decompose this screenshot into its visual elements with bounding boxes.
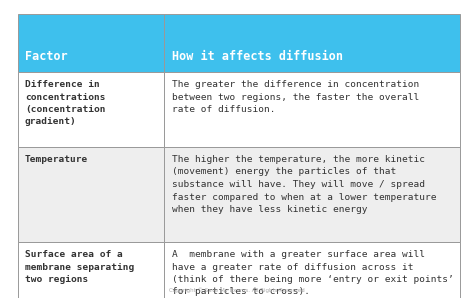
Bar (18, 14, 164, 72)
Bar (164, 72, 460, 147)
Bar (18, 147, 164, 242)
Bar (18, 242, 164, 298)
Bar (164, 147, 460, 242)
Text: A  membrane with a greater surface area will
have a greater rate of diffusion ac: A membrane with a greater surface area w… (172, 250, 454, 297)
Bar (18, 72, 164, 147)
Text: The higher the temperature, the more kinetic
(movement) energy the particles of : The higher the temperature, the more kin… (172, 155, 437, 214)
Text: Temperature: Temperature (25, 155, 88, 164)
Bar (164, 14, 460, 72)
Text: How it affects diffusion: How it affects diffusion (172, 50, 343, 63)
Text: Factor: Factor (25, 50, 68, 63)
Text: Difference in
concentrations
(concentration
gradient): Difference in concentrations (concentrat… (25, 80, 106, 126)
Text: Surface area of a
membrane separating
two regions: Surface area of a membrane separating tw… (25, 250, 134, 284)
Text: The greater the difference in concentration
between two regions, the faster the : The greater the difference in concentrat… (172, 80, 419, 114)
Bar (164, 242, 460, 298)
Text: Copyright © Save My Exams. All Rights Reserved: Copyright © Save My Exams. All Rights Re… (169, 287, 305, 293)
